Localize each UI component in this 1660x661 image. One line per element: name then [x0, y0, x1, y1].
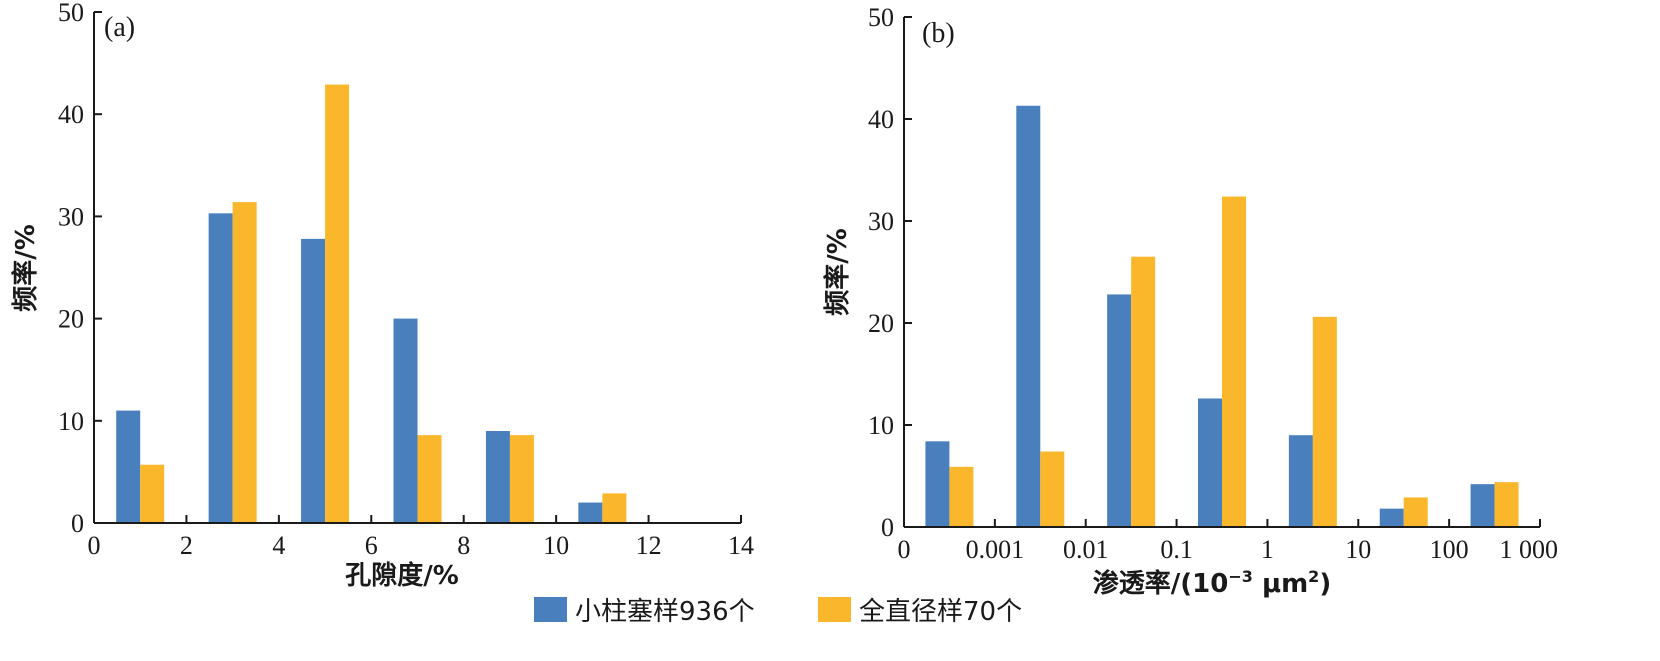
chart-a-panel-label: (a)	[104, 12, 135, 43]
chart-a-x-tick-label: 8	[457, 531, 470, 560]
chart-b-bar-small-plug-3	[1198, 398, 1222, 527]
chart-a-y-tick-label: 50	[58, 0, 84, 27]
chart-b-y-tick-label: 0	[881, 513, 894, 542]
chart-b-bar-small-plug-1	[1016, 105, 1041, 528]
chart-a-bar-small-plug-1	[208, 213, 233, 524]
chart-a-y-axis-title: 频率/%	[10, 224, 41, 312]
chart-a-bar-full-diameter-4	[509, 435, 534, 523]
chart-b-bar-full-diameter-2	[1131, 256, 1156, 527]
legend-label-small-plug: 小柱塞样936个	[575, 597, 755, 627]
chart-b-y-tick-label: 40	[868, 105, 894, 134]
chart-a-x-tick-label: 14	[728, 531, 754, 560]
legend-label-full-diameter: 全直径样70个	[859, 597, 1022, 627]
chart-a-bar-full-diameter-5	[602, 493, 627, 523]
chart-b-y-ticks: 0 10 20 30 40 50	[868, 3, 912, 542]
chart-b-bar-full-diameter-0	[949, 466, 974, 527]
chart-b-y-tick-label: 30	[868, 207, 894, 236]
chart-b-bar-small-plug-6	[1470, 484, 1495, 527]
chart-b-bar-full-diameter-3	[1222, 196, 1246, 527]
chart-a-x-tick-label: 0	[88, 531, 101, 560]
legend-swatch-full-diameter	[818, 597, 851, 622]
chart-b-panel-label: (b)	[922, 18, 955, 49]
chart-a-bar-full-diameter-2	[325, 84, 350, 523]
chart-b-x-tick-label: 0.001	[966, 535, 1025, 564]
chart-a-y-tick-label: 20	[58, 305, 84, 334]
chart-b-bar-small-plug-2	[1107, 294, 1132, 527]
chart-a-bar-small-plug-2	[301, 238, 326, 523]
chart-a-y-tick-label: 40	[58, 100, 84, 129]
chart-a: 0 10 20 30 40 50 0 2 4 6 8 10 12 14 (a) 孔隙度/% 频率/%	[10, 0, 754, 591]
chart-a-x-tick-label: 6	[365, 531, 378, 560]
chart-a-y-tick-label: 0	[71, 509, 84, 538]
chart-b-bar-full-diameter-5	[1403, 497, 1428, 527]
chart-a-x-tick-label: 2	[180, 531, 193, 560]
chart-a-y-tick-label: 30	[58, 202, 84, 231]
chart-b: 0 10 20 30 40 50 0 0.001 0.01 0.1 1 10 100 1 000 (b)…	[822, 3, 1558, 599]
chart-a-bar-full-diameter-3	[417, 435, 442, 523]
chart-a-y-ticks: 0 10 20 30 40 50	[58, 0, 102, 538]
chart-a-y-tick-label: 10	[58, 407, 84, 436]
chart-b-bar-full-diameter-6	[1494, 482, 1519, 527]
chart-a-bar-small-plug-4	[485, 431, 510, 523]
chart-b-bar-small-plug-5	[1379, 508, 1404, 527]
legend: 小柱塞样936个 全直径样70个	[534, 597, 1022, 627]
chart-a-bar-small-plug-5	[578, 502, 603, 523]
chart-a-x-ticks: 0 2 4 6 8 10 12 14	[88, 515, 754, 560]
chart-b-x-tick-label: 10	[1345, 535, 1371, 564]
chart-a-bar-full-diameter-0	[140, 464, 165, 523]
chart-b-x-ticks: 0 0.001 0.01 0.1 1 10 100 1 000	[898, 519, 1559, 564]
chart-a-bar-small-plug-3	[393, 318, 418, 523]
chart-b-y-tick-label: 50	[868, 3, 894, 32]
chart-b-x-axis-title: 渗透率/(10−3 μm2)	[1093, 567, 1331, 599]
chart-b-bar-small-plug-0	[925, 441, 950, 527]
chart-b-bars	[925, 105, 1519, 528]
chart-b-y-tick-label: 20	[868, 309, 894, 338]
chart-a-x-tick-label: 10	[543, 531, 569, 560]
chart-b-y-tick-label: 10	[868, 411, 894, 440]
chart-b-x-tick-label: 0	[898, 535, 911, 564]
chart-a-x-axis-title: 孔隙度/%	[345, 560, 459, 591]
chart-a-bars	[116, 84, 627, 524]
chart-b-bar-small-plug-4	[1288, 435, 1313, 527]
chart-b-bar-full-diameter-4	[1312, 316, 1337, 527]
chart-b-x-tick-label: 0.1	[1160, 535, 1193, 564]
chart-a-bar-small-plug-0	[116, 410, 141, 523]
chart-b-y-axis-title: 频率/%	[822, 228, 853, 316]
chart-b-bar-full-diameter-1	[1040, 451, 1065, 527]
chart-b-x-tick-label: 1 000	[1500, 535, 1559, 564]
chart-b-x-tick-label: 1	[1261, 535, 1274, 564]
chart-a-bar-full-diameter-1	[232, 202, 257, 524]
chart-b-x-tick-label: 0.01	[1063, 535, 1109, 564]
chart-b-x-tick-label: 100	[1430, 535, 1469, 564]
chart-a-x-tick-label: 12	[636, 531, 662, 560]
chart-a-x-tick-label: 4	[272, 531, 285, 560]
legend-swatch-small-plug	[534, 597, 567, 622]
